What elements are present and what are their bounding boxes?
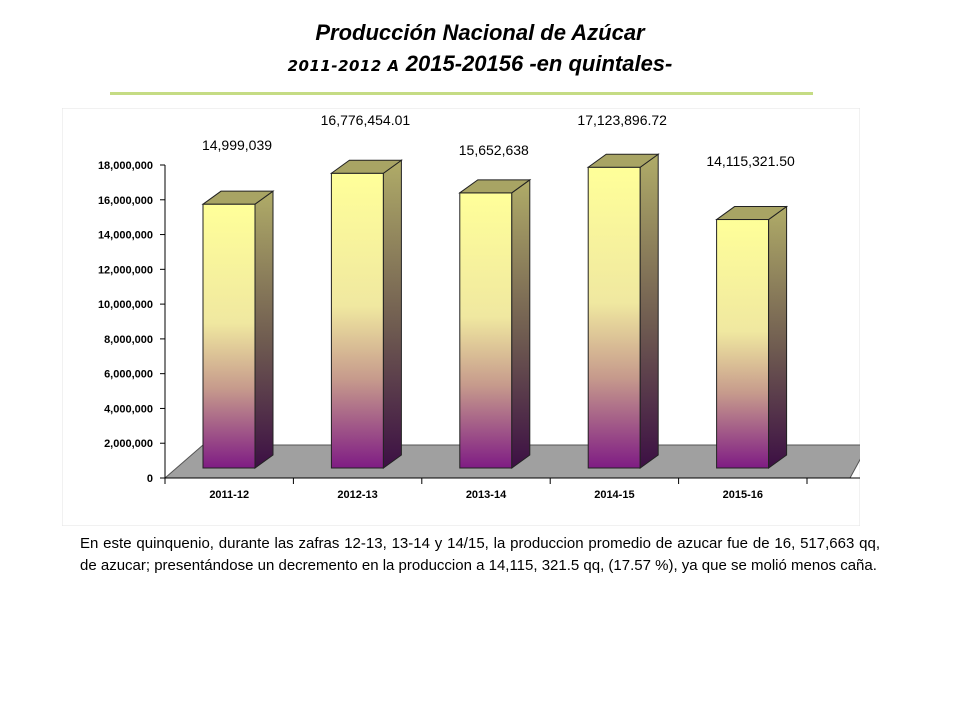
chart-area: 0 2,000,000 4,000,000 6,000,000 8,000,000 10,… <box>61 107 870 527</box>
y-tick-label: 12,000,000 <box>98 264 153 276</box>
bar-side <box>511 178 531 469</box>
y-tick-label: 14,000,000 <box>98 230 153 242</box>
x-tick-label: 2015-16 <box>723 489 763 501</box>
bar-chart: 0 2,000,000 4,000,000 6,000,000 8,000,000 10,… <box>61 107 870 527</box>
x-tick-label: 2012-13 <box>337 489 377 501</box>
bar-top <box>329 159 403 174</box>
y-tick-label: 18,000,000 <box>98 160 153 172</box>
y-tick-label: 16,000,000 <box>98 195 153 207</box>
bar-side <box>254 190 274 469</box>
description-text: En este quinquenio, durante las zafras 1… <box>80 535 880 574</box>
subtitle-range: 2011-2012 A <box>287 57 400 75</box>
data-label: 16,776,454.01 <box>321 112 411 128</box>
bar-top <box>458 179 532 194</box>
y-tick-label: 10,000,000 <box>98 299 153 311</box>
bar-side <box>639 153 659 469</box>
bar-side <box>382 159 402 469</box>
y-tick-label: 8,000,000 <box>104 334 153 346</box>
bar-top <box>201 190 275 205</box>
bar <box>459 192 513 469</box>
data-label: 14,115,321.50 <box>706 153 795 169</box>
x-tick-label: 2011-12 <box>209 489 249 501</box>
data-label: 14,999,039 <box>202 137 272 153</box>
bar <box>716 219 770 469</box>
subtitle-rest: 2015-20156 -en quintales- <box>405 51 673 76</box>
title-underline <box>110 92 813 95</box>
bar <box>587 166 641 469</box>
chart-title: Producción Nacional de Azúcar <box>315 20 645 45</box>
data-label: 15,652,638 <box>459 142 529 158</box>
x-tick-label: 2014-15 <box>594 489 634 501</box>
bar <box>202 203 256 469</box>
bar-top <box>715 206 789 221</box>
bar-side <box>768 205 788 469</box>
chart-subtitle: 2011-2012 A 2015-20156 -en quintales- <box>0 51 960 77</box>
y-tick-label: 0 <box>147 473 153 485</box>
bar <box>330 172 384 469</box>
bar-top <box>586 153 660 168</box>
y-tick-label: 6,000,000 <box>104 369 153 381</box>
x-tick-label: 2013-14 <box>466 489 507 501</box>
y-tick-label: 2,000,000 <box>104 438 153 450</box>
data-label: 17,123,896.72 <box>577 112 667 128</box>
y-tick-label: 4,000,000 <box>104 403 153 415</box>
